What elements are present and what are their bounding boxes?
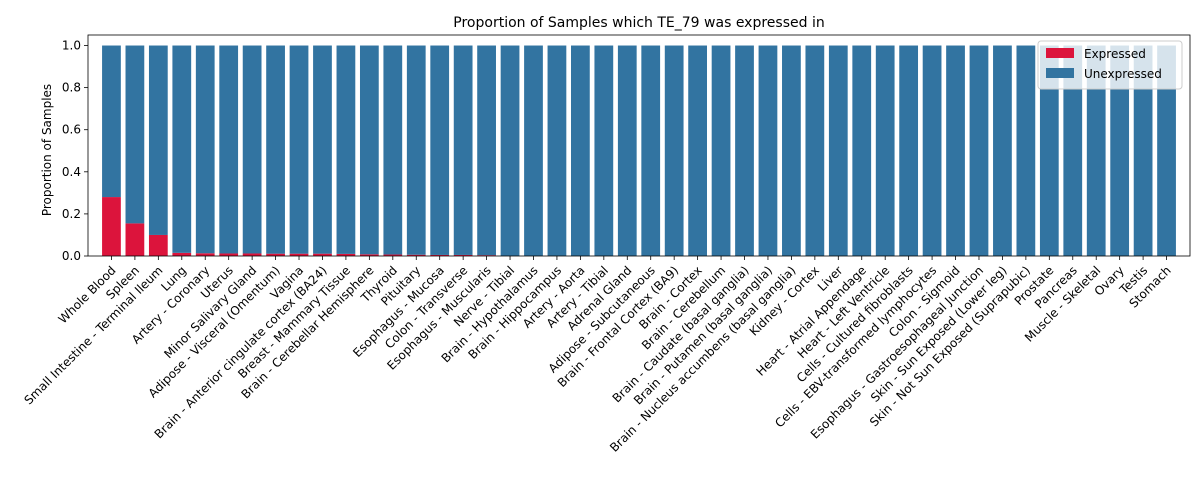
bar-26-unexpressed [711,45,731,257]
y-tick-label: 0.2 [62,207,81,221]
bar-0-unexpressed [102,45,121,198]
bar-5-unexpressed [219,45,239,254]
bar-9-unexpressed [313,45,332,254]
y-tick-label: 1.0 [62,39,81,53]
bar-24-unexpressed [664,45,684,257]
bar-11-expressed [359,254,379,256]
bar-5-expressed [219,253,239,256]
bar-12-expressed [383,254,403,256]
axes-frame [87,34,1191,257]
bar-4-expressed [195,253,215,256]
legend-swatch-unexpressed [1046,68,1074,78]
bar-15-expressed [453,254,473,256]
bar-31-unexpressed [828,45,848,257]
chart-title: Proportion of Samples which TE_79 was ex… [453,15,824,31]
legend-label-unexpressed: Unexpressed [1084,67,1162,81]
bar-11-unexpressed [359,45,379,255]
bar-39-unexpressed [1016,45,1036,257]
bar-1-expressed [125,223,145,256]
bar-2-expressed [148,234,168,256]
bar-2-unexpressed [148,45,168,235]
bar-8-unexpressed [289,45,309,254]
bar-40-unexpressed [1039,45,1059,257]
bar-3-unexpressed [172,45,192,253]
bar-9-expressed [313,253,332,256]
bar-33-unexpressed [875,45,895,257]
bar-44-unexpressed [1133,45,1153,257]
bar-8-expressed [289,253,309,256]
legend-swatch-expressed [1046,48,1074,58]
bar-37-unexpressed [969,45,989,257]
bar-10-expressed [336,253,356,256]
bar-45-unexpressed [1157,45,1176,257]
bar-14-unexpressed [430,45,450,255]
bar-21-unexpressed [594,45,614,257]
bar-16-expressed [477,255,496,256]
bar-6-expressed [242,253,262,256]
bar-32-unexpressed [852,45,872,257]
bar-13-unexpressed [406,45,426,255]
bar-7-unexpressed [266,45,285,254]
bar-23-unexpressed [641,45,661,257]
bar-14-expressed [430,254,450,256]
bar-30-unexpressed [805,45,825,257]
bar-18-unexpressed [524,45,543,257]
bar-12-unexpressed [383,45,403,255]
legend: Expressed Unexpressed [1037,40,1183,90]
bar-38-unexpressed [993,45,1012,257]
y-tick-label: 0.0 [62,249,81,263]
bar-7-expressed [266,253,285,256]
bar-29-unexpressed [782,45,801,257]
bar-6-unexpressed [242,45,262,254]
y-tick-label: 0.8 [62,81,81,95]
y-tick-label: 0.4 [62,165,81,179]
bar-19-unexpressed [547,45,567,257]
bar-1-unexpressed [125,45,145,224]
bar-17-unexpressed [500,45,520,257]
bar-36-unexpressed [946,45,965,257]
bar-4-unexpressed [195,45,215,254]
bar-27-unexpressed [735,45,754,257]
y-tick-label: 0.6 [62,123,81,137]
bar-0-expressed [102,197,121,256]
bar-25-unexpressed [688,45,707,257]
bar-20-unexpressed [571,45,590,257]
legend-label-expressed: Expressed [1084,47,1146,61]
bar-10-unexpressed [336,45,356,254]
bar-13-expressed [406,254,426,256]
bar-16-unexpressed [477,45,496,256]
bar-15-unexpressed [453,45,473,255]
bar-34-unexpressed [899,45,919,257]
bar-35-unexpressed [922,45,942,257]
bar-28-unexpressed [758,45,778,257]
y-axis-label: Proportion of Samples [40,84,54,216]
bar-3-expressed [172,252,192,256]
bar-22-unexpressed [617,45,637,257]
bar-41-unexpressed [1063,45,1083,257]
bar-42-unexpressed [1086,45,1106,257]
bar-43-unexpressed [1110,45,1130,257]
